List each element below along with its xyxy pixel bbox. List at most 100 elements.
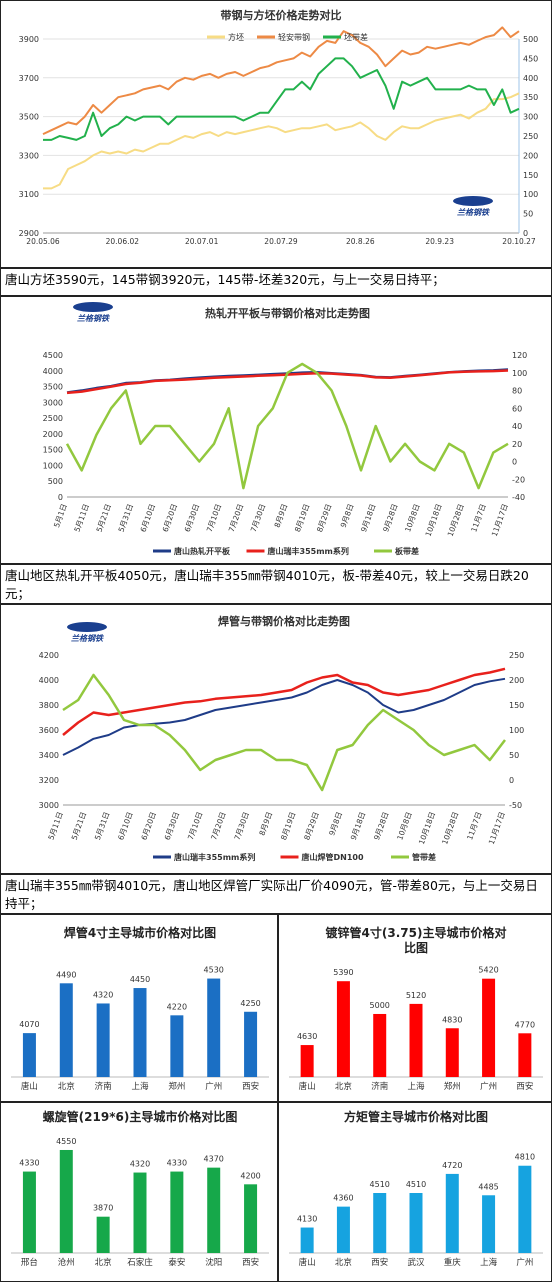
data-label: 4370: [204, 1155, 224, 1164]
galvanized-pipe-bar-panel: 镀锌管4寸(3.75)主导城市价格对 比图 4630 唐山 5390 北京 5000 济南 51…: [278, 914, 552, 1102]
bar: [244, 1184, 258, 1253]
right-axis-tick-label: -20: [512, 475, 525, 484]
left-axis-tick-label: 3200: [39, 776, 59, 785]
data-label: 4200: [240, 1171, 260, 1180]
x-axis-tick-label: 6月10日: [139, 503, 157, 534]
chart-title: 焊管与带钢价格对比走势图: [218, 614, 350, 628]
x-axis-tick-label: 10月18日: [424, 503, 444, 538]
logo-text: 兰格钢铁: [71, 634, 104, 643]
bar: [207, 1167, 221, 1253]
billet-strip-line-chart: 带钢与方坯价格走势对比 2900 3100 3300 3500 3700 3900 0 50 10…: [19, 8, 539, 246]
legend-label: 唐山瑞丰355mm系列: [268, 546, 349, 556]
data-label: 4485: [478, 1182, 498, 1191]
category-label: 重庆: [444, 1257, 462, 1268]
bar: [445, 1028, 459, 1077]
data-label: 4450: [130, 975, 150, 984]
chart-title: 带钢与方坯价格走势对比: [221, 8, 342, 22]
category-label: 北京: [335, 1081, 352, 1092]
x-axis-tick-label: 7月30日: [232, 811, 250, 842]
legend-label: 唐山焊管DN100: [302, 852, 364, 862]
right-axis-tick-label: 100: [523, 190, 538, 199]
x-axis-tick-label: 9月28日: [381, 503, 399, 534]
data-label: 4220: [167, 1002, 187, 1011]
left-axis-tick-label: 3500: [19, 113, 39, 122]
welded-pipe-4in-bar-chart: 焊管4寸主导城市价格对比图 4070 唐山 4490 北京 4320 济南 4450 上海 422…: [11, 925, 269, 1092]
data-label: 4550: [56, 1137, 76, 1146]
x-axis-tick-label: 10月28日: [440, 811, 460, 846]
legend-label: 方坯: [228, 32, 244, 42]
left-axis-tick-label: 0: [58, 493, 63, 502]
x-axis-tick-label: 9月28日: [372, 811, 390, 842]
caption-billet-strip: 唐山方坯3590元，145带钢3920元，145带-坯差320元，与上一交易日持…: [0, 268, 552, 296]
category-label: 西安: [371, 1257, 388, 1268]
bar: [207, 978, 221, 1077]
left-axis-tick-label: 1000: [43, 461, 63, 470]
category-label: 北京: [58, 1081, 75, 1092]
bar: [482, 978, 496, 1077]
bar: [518, 1033, 532, 1077]
x-axis-tick-label: 6月30日: [163, 811, 181, 842]
left-axis-tick-label: 3000: [39, 801, 59, 810]
x-axis-tick-label: 9月18日: [359, 503, 377, 534]
data-label: 4320: [93, 990, 113, 999]
x-axis-tick-label: 6月20日: [161, 503, 179, 534]
left-axis-tick-label: 3600: [39, 726, 59, 735]
x-axis-tick-label: 9月8日: [339, 503, 356, 529]
right-axis-tick-label: 200: [509, 676, 524, 685]
right-axis-tick-label: 0: [512, 458, 517, 467]
x-axis-tick-label: 6月30日: [183, 503, 201, 534]
lange-logo: 兰格钢铁: [453, 196, 493, 217]
x-axis-tick-label: 11月17日: [490, 503, 510, 538]
chart-title: 镀锌管4寸(3.75)主导城市价格对: [326, 925, 507, 940]
bar: [59, 983, 73, 1077]
billet-strip-chart-panel: 带钢与方坯价格走势对比 2900 3100 3300 3500 3700 3900 0 50 10…: [0, 0, 552, 268]
x-axis-tick-label: 9月8日: [327, 811, 344, 837]
bar: [409, 1003, 423, 1077]
bar: [96, 1003, 110, 1077]
data-label: 4070: [19, 1020, 39, 1029]
left-axis-tick-label: 4000: [43, 367, 63, 376]
x-axis-tick-label: 10月28日: [446, 503, 466, 538]
right-axis-tick-label: 350: [523, 93, 538, 102]
bar: [518, 1165, 532, 1253]
chart-title: 比图: [404, 940, 428, 955]
right-axis-tick-label: 40: [512, 422, 522, 431]
bar: [59, 1149, 73, 1253]
x-axis-tick-label: 7月20日: [209, 811, 227, 842]
right-axis-tick-label: 100: [512, 369, 527, 378]
data-label: 5420: [478, 966, 498, 975]
left-axis-tick-label: 2000: [43, 430, 63, 439]
hot-rolled-strip-chart-panel: 热轧开平板与带钢价格对比走势图 0 500 1000 1500 2000 2500 3000 3…: [0, 296, 552, 564]
category-label: 石家庄: [127, 1257, 153, 1268]
logo-text: 兰格钢铁: [77, 314, 110, 323]
right-axis-tick-label: 0: [509, 776, 514, 785]
x-axis-tick-label: 7月10日: [205, 503, 223, 534]
series-line-3: [43, 57, 520, 141]
right-axis-tick-label: 450: [523, 54, 538, 63]
x-axis-tick-label: 8月29日: [302, 811, 320, 842]
left-axis-tick-label: 4000: [39, 676, 59, 685]
left-axis-tick-label: 3100: [19, 190, 39, 199]
x-axis-tick-label: 11月7日: [469, 503, 487, 534]
data-label: 4510: [406, 1180, 426, 1189]
series-line-2: [62, 667, 506, 736]
category-label: 西安: [242, 1257, 259, 1268]
category-label: 西安: [516, 1081, 533, 1092]
right-axis-tick-label: 500: [523, 35, 538, 44]
data-label: 4130: [297, 1215, 317, 1224]
data-label: 4250: [240, 999, 260, 1008]
logo-text: 兰格钢铁: [457, 208, 490, 217]
x-axis-tick-label: 9月18日: [349, 811, 367, 842]
left-axis-tick-label: 1500: [43, 446, 63, 455]
bar: [373, 1193, 387, 1253]
x-axis-tick-label: 8月9日: [273, 503, 290, 529]
bar: [244, 1011, 258, 1077]
series-line-3: [62, 673, 506, 792]
data-label: 3870: [93, 1204, 113, 1213]
right-axis-tick-label: 300: [523, 113, 538, 122]
right-axis-tick-label: 150: [523, 171, 538, 180]
x-axis-tick-label: 5月11日: [72, 503, 90, 534]
legend-label: 唐山热轧开平板: [174, 546, 231, 556]
bar: [336, 981, 350, 1077]
